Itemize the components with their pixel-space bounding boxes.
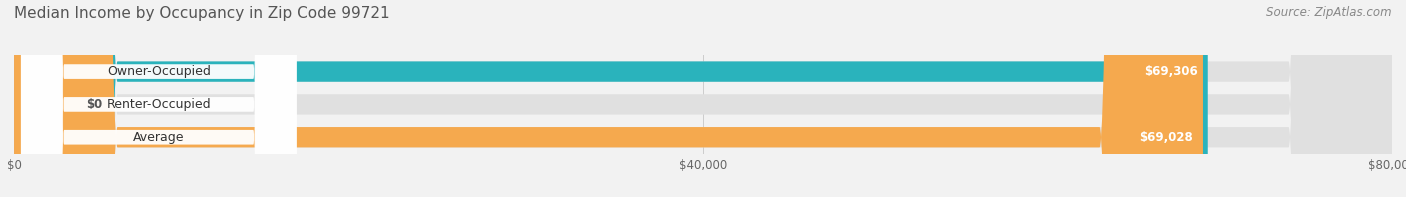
Text: Renter-Occupied: Renter-Occupied xyxy=(107,98,211,111)
FancyBboxPatch shape xyxy=(14,0,1208,197)
FancyBboxPatch shape xyxy=(21,0,297,197)
FancyBboxPatch shape xyxy=(14,0,75,197)
FancyBboxPatch shape xyxy=(21,0,297,197)
Text: $69,306: $69,306 xyxy=(1143,65,1198,78)
Text: $69,028: $69,028 xyxy=(1139,131,1192,144)
Text: Median Income by Occupancy in Zip Code 99721: Median Income by Occupancy in Zip Code 9… xyxy=(14,6,389,21)
FancyBboxPatch shape xyxy=(14,0,1204,197)
FancyBboxPatch shape xyxy=(21,0,297,197)
FancyBboxPatch shape xyxy=(14,0,1392,197)
Text: $0: $0 xyxy=(86,98,103,111)
FancyBboxPatch shape xyxy=(14,0,1392,197)
Text: Average: Average xyxy=(134,131,184,144)
Text: Source: ZipAtlas.com: Source: ZipAtlas.com xyxy=(1267,6,1392,19)
FancyBboxPatch shape xyxy=(14,0,1392,197)
Text: Owner-Occupied: Owner-Occupied xyxy=(107,65,211,78)
